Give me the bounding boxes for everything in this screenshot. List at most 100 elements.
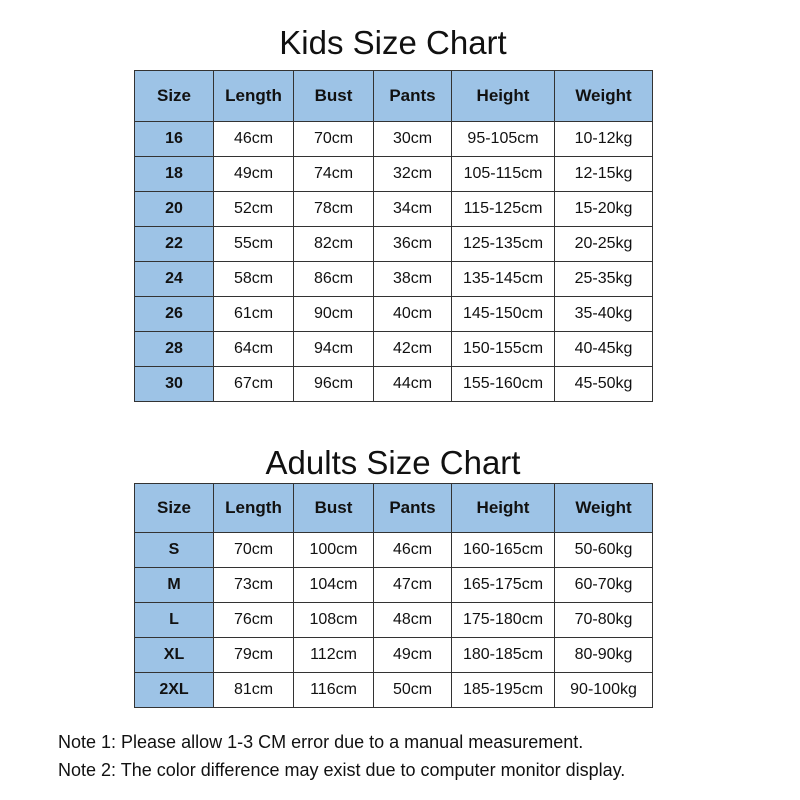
table-cell: 38cm <box>373 261 452 297</box>
table-cell: 45-50kg <box>554 366 653 402</box>
table-cell: 104cm <box>293 567 374 603</box>
column-header: Length <box>213 483 294 533</box>
table-row: S 70cm 100cm 46cm 160-165cm 50-60kg <box>134 532 653 568</box>
table-cell: 46cm <box>373 532 452 568</box>
table-cell: 44cm <box>373 366 452 402</box>
size-cell: 20 <box>134 191 214 227</box>
size-cell: 16 <box>134 121 214 157</box>
table-cell: 35-40kg <box>554 296 653 332</box>
adults-title: Adults Size Chart <box>265 444 521 481</box>
table-cell: 60-70kg <box>554 567 653 603</box>
table-cell: 64cm <box>213 331 294 367</box>
table-cell: 74cm <box>293 156 374 192</box>
table-row: 2XL 81cm 116cm 50cm 185-195cm 90-100kg <box>134 672 653 708</box>
size-cell: L <box>134 602 214 638</box>
table-cell: 70cm <box>213 532 294 568</box>
table-cell: 47cm <box>373 567 452 603</box>
table-cell: 80-90kg <box>554 637 653 673</box>
size-cell: 30 <box>134 366 214 402</box>
kids-title: Kids Size Chart <box>279 24 507 61</box>
table-cell: 50-60kg <box>554 532 653 568</box>
table-cell: 40cm <box>373 296 452 332</box>
table-cell: 15-20kg <box>554 191 653 227</box>
table-cell: 12-15kg <box>554 156 653 192</box>
table-cell: 100cm <box>293 532 374 568</box>
table-row: 28 64cm 94cm 42cm 150-155cm 40-45kg <box>134 331 653 367</box>
table-cell: 94cm <box>293 331 374 367</box>
table-cell: 52cm <box>213 191 294 227</box>
table-row: 26 61cm 90cm 40cm 145-150cm 35-40kg <box>134 296 653 332</box>
note-1: Note 1: Please allow 1-3 CM error due to… <box>58 732 584 752</box>
table-row: 16 46cm 70cm 30cm 95-105cm 10-12kg <box>134 121 653 157</box>
table-cell: 185-195cm <box>451 672 555 708</box>
table-cell: 25-35kg <box>554 261 653 297</box>
table-row: 30 67cm 96cm 44cm 155-160cm 45-50kg <box>134 366 653 402</box>
size-cell: 18 <box>134 156 214 192</box>
table-cell: 165-175cm <box>451 567 555 603</box>
column-header: Height <box>451 70 555 122</box>
table-cell: 108cm <box>293 602 374 638</box>
table-cell: 160-165cm <box>451 532 555 568</box>
column-header: Bust <box>293 70 374 122</box>
size-cell: XL <box>134 637 214 673</box>
kids-size-table: Size Length Bust Pants Height Weight 16 46cm 70c… <box>134 70 653 402</box>
table-cell: 49cm <box>373 637 452 673</box>
table-cell: 36cm <box>373 226 452 262</box>
table-cell: 30cm <box>373 121 452 157</box>
table-cell: 150-155cm <box>451 331 555 367</box>
column-header: Pants <box>373 70 452 122</box>
table-cell: 73cm <box>213 567 294 603</box>
size-cell: 24 <box>134 261 214 297</box>
size-cell: 26 <box>134 296 214 332</box>
size-cell: 22 <box>134 226 214 262</box>
column-header: Length <box>213 70 294 122</box>
column-header: Bust <box>293 483 374 533</box>
table-cell: 20-25kg <box>554 226 653 262</box>
table-cell: 116cm <box>293 672 374 708</box>
table-cell: 40-45kg <box>554 331 653 367</box>
table-row: 22 55cm 82cm 36cm 125-135cm 20-25kg <box>134 226 653 262</box>
table-row: 20 52cm 78cm 34cm 115-125cm 15-20kg <box>134 191 653 227</box>
header-row: Size Length Bust Pants Height Weight <box>134 70 653 122</box>
table-cell: 78cm <box>293 191 374 227</box>
table-cell: 58cm <box>213 261 294 297</box>
table-cell: 34cm <box>373 191 452 227</box>
table-cell: 46cm <box>213 121 294 157</box>
column-header: Weight <box>554 70 653 122</box>
table-cell: 50cm <box>373 672 452 708</box>
table-cell: 90cm <box>293 296 374 332</box>
table-cell: 81cm <box>213 672 294 708</box>
size-cell: M <box>134 567 214 603</box>
table-cell: 155-160cm <box>451 366 555 402</box>
table-cell: 61cm <box>213 296 294 332</box>
table-cell: 42cm <box>373 331 452 367</box>
table-cell: 86cm <box>293 261 374 297</box>
column-header: Height <box>451 483 555 533</box>
table-cell: 180-185cm <box>451 637 555 673</box>
table-row: 18 49cm 74cm 32cm 105-115cm 12-15kg <box>134 156 653 192</box>
table-cell: 70-80kg <box>554 602 653 638</box>
size-cell: 28 <box>134 331 214 367</box>
table-row: M 73cm 104cm 47cm 165-175cm 60-70kg <box>134 567 653 603</box>
table-cell: 76cm <box>213 602 294 638</box>
header-row: Size Length Bust Pants Height Weight <box>134 483 653 533</box>
table-cell: 48cm <box>373 602 452 638</box>
table-cell: 105-115cm <box>451 156 555 192</box>
table-cell: 90-100kg <box>554 672 653 708</box>
table-cell: 79cm <box>213 637 294 673</box>
table-cell: 135-145cm <box>451 261 555 297</box>
column-header: Size <box>134 70 214 122</box>
column-header: Pants <box>373 483 452 533</box>
table-cell: 96cm <box>293 366 374 402</box>
table-cell: 10-12kg <box>554 121 653 157</box>
column-header: Weight <box>554 483 653 533</box>
table-cell: 125-135cm <box>451 226 555 262</box>
table-cell: 145-150cm <box>451 296 555 332</box>
table-cell: 32cm <box>373 156 452 192</box>
table-cell: 49cm <box>213 156 294 192</box>
table-cell: 95-105cm <box>451 121 555 157</box>
table-row: 24 58cm 86cm 38cm 135-145cm 25-35kg <box>134 261 653 297</box>
table-cell: 115-125cm <box>451 191 555 227</box>
size-cell: S <box>134 532 214 568</box>
table-cell: 67cm <box>213 366 294 402</box>
